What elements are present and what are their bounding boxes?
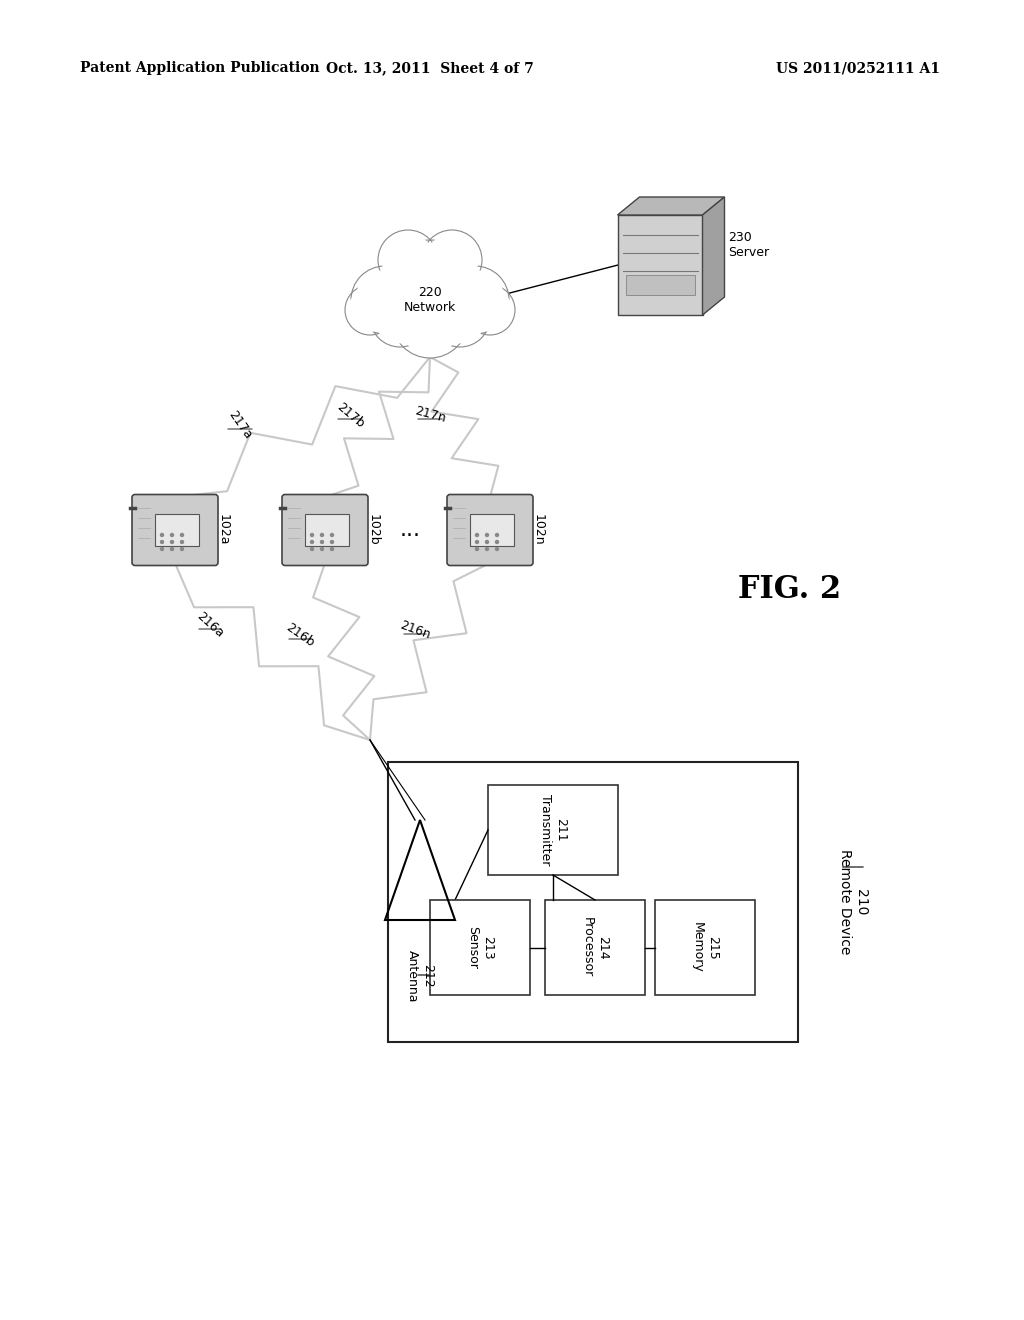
Circle shape <box>485 540 488 544</box>
Text: 102b: 102b <box>367 515 380 545</box>
Circle shape <box>378 230 438 290</box>
Circle shape <box>468 288 512 333</box>
FancyBboxPatch shape <box>447 495 534 565</box>
Text: 217a: 217a <box>225 408 254 442</box>
Circle shape <box>392 282 468 358</box>
Circle shape <box>475 533 478 536</box>
Circle shape <box>475 548 478 550</box>
Text: Oct. 13, 2011  Sheet 4 of 7: Oct. 13, 2011 Sheet 4 of 7 <box>326 61 534 75</box>
Circle shape <box>331 533 334 536</box>
Text: 213
Sensor: 213 Sensor <box>466 927 494 969</box>
Circle shape <box>321 533 324 536</box>
Text: 211
Transmitter: 211 Transmitter <box>539 795 567 866</box>
FancyBboxPatch shape <box>155 513 199 546</box>
Circle shape <box>374 290 426 343</box>
Circle shape <box>321 548 324 550</box>
Circle shape <box>475 540 478 544</box>
Circle shape <box>385 240 475 330</box>
Circle shape <box>171 548 173 550</box>
Circle shape <box>355 271 415 330</box>
Text: 102n: 102n <box>532 515 545 545</box>
FancyBboxPatch shape <box>282 495 368 565</box>
Text: 210
Remote Device: 210 Remote Device <box>838 849 868 954</box>
Circle shape <box>370 286 430 347</box>
Circle shape <box>465 285 515 335</box>
Text: 214
Processor: 214 Processor <box>581 917 609 978</box>
Circle shape <box>496 533 499 536</box>
Polygon shape <box>617 197 725 215</box>
Text: ...: ... <box>399 520 421 540</box>
Circle shape <box>485 548 488 550</box>
Circle shape <box>161 548 164 550</box>
Text: 102a: 102a <box>217 515 230 545</box>
FancyBboxPatch shape <box>470 513 514 546</box>
Circle shape <box>310 548 313 550</box>
Circle shape <box>430 286 490 347</box>
FancyBboxPatch shape <box>626 275 694 294</box>
Text: US 2011/0252111 A1: US 2011/0252111 A1 <box>776 61 940 75</box>
Text: 230
Server: 230 Server <box>728 231 769 259</box>
Text: 217b: 217b <box>334 400 367 430</box>
FancyBboxPatch shape <box>305 513 349 546</box>
Circle shape <box>310 540 313 544</box>
Circle shape <box>496 548 499 550</box>
Text: 216n: 216n <box>398 619 432 642</box>
Circle shape <box>180 540 183 544</box>
Circle shape <box>171 540 173 544</box>
Text: 212
Antenna: 212 Antenna <box>406 950 434 1002</box>
Circle shape <box>171 533 173 536</box>
FancyBboxPatch shape <box>488 785 618 875</box>
Text: FIG. 2: FIG. 2 <box>738 574 842 606</box>
Circle shape <box>321 540 324 544</box>
Circle shape <box>382 234 434 286</box>
Circle shape <box>310 533 313 536</box>
Text: 217n: 217n <box>413 405 446 425</box>
Text: Patent Application Publication: Patent Application Publication <box>80 61 319 75</box>
Circle shape <box>390 246 470 325</box>
Circle shape <box>485 533 488 536</box>
FancyBboxPatch shape <box>430 900 530 995</box>
Circle shape <box>445 271 505 330</box>
Circle shape <box>161 533 164 536</box>
Circle shape <box>348 288 392 333</box>
Circle shape <box>161 540 164 544</box>
Circle shape <box>396 286 464 354</box>
Circle shape <box>426 234 478 286</box>
Text: 220
Network: 220 Network <box>403 286 456 314</box>
Circle shape <box>422 230 482 290</box>
FancyBboxPatch shape <box>545 900 645 995</box>
Circle shape <box>180 548 183 550</box>
Circle shape <box>180 533 183 536</box>
Polygon shape <box>702 197 725 315</box>
Text: 215
Memory: 215 Memory <box>691 923 719 973</box>
Circle shape <box>345 285 395 335</box>
Polygon shape <box>617 215 702 315</box>
Circle shape <box>433 290 486 343</box>
Circle shape <box>441 267 509 334</box>
FancyBboxPatch shape <box>132 495 218 565</box>
Circle shape <box>351 267 419 334</box>
Circle shape <box>331 540 334 544</box>
Circle shape <box>496 540 499 544</box>
FancyBboxPatch shape <box>388 762 798 1041</box>
FancyBboxPatch shape <box>655 900 755 995</box>
Circle shape <box>331 548 334 550</box>
Text: 216b: 216b <box>284 620 316 649</box>
Text: 216a: 216a <box>194 610 226 640</box>
